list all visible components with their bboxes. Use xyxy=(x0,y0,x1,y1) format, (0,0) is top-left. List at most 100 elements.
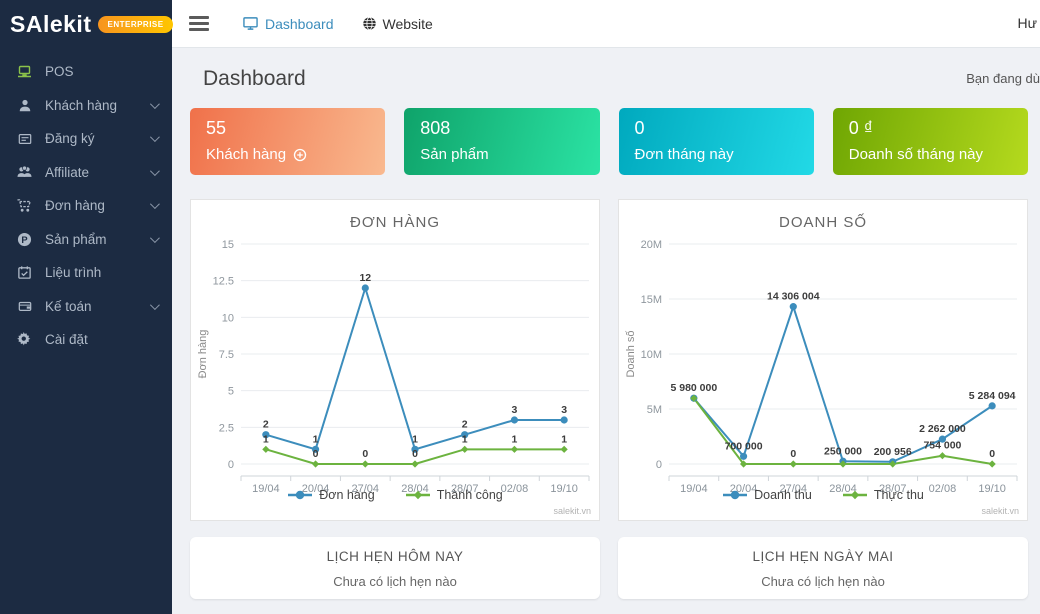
hamburger-icon[interactable] xyxy=(189,13,209,35)
chart-legend: Đơn hàng Thành công xyxy=(195,488,595,502)
svg-text:02/08: 02/08 xyxy=(501,483,529,492)
stat-label: Đơn tháng này xyxy=(634,146,734,163)
svg-text:02/08: 02/08 xyxy=(929,483,957,492)
svg-text:20/04: 20/04 xyxy=(730,483,758,492)
svg-text:15M: 15M xyxy=(641,294,662,306)
globe-icon xyxy=(362,16,377,31)
chevron-down-icon xyxy=(149,232,160,243)
svg-text:1: 1 xyxy=(412,433,418,445)
appointment-card: LỊCH HẸN HÔM NAY Chưa có lịch hẹn nào xyxy=(190,537,600,599)
chart-title: DOANH SỐ xyxy=(778,214,867,231)
svg-text:7.5: 7.5 xyxy=(219,349,234,361)
svg-text:19/04: 19/04 xyxy=(252,483,280,492)
legend-label: Đơn hàng xyxy=(319,488,375,502)
stat-card[interactable]: 0 ₫ Doanh số tháng này xyxy=(832,108,1028,175)
registration-icon xyxy=(15,130,34,147)
sidebar-item-product[interactable]: P Sản phẩm xyxy=(0,223,172,257)
appointment-title: LỊCH HẸN HÔM NAY xyxy=(326,549,464,564)
svg-text:2 262 000: 2 262 000 xyxy=(919,423,966,435)
sidebar-item-label: Cài đặt xyxy=(45,332,88,348)
svg-text:1: 1 xyxy=(462,433,468,445)
stat-value: 0 ₫ xyxy=(848,118,873,138)
sidebar-item-label: Đơn hàng xyxy=(45,198,105,214)
product-icon: P xyxy=(15,231,34,248)
stat-card[interactable]: 0 Đơn tháng này xyxy=(618,108,814,175)
appointments-row: LỊCH HẸN HÔM NAY Chưa có lịch hẹn nào LỊC… xyxy=(190,537,1028,599)
sidebar-item-user[interactable]: Khách hàng xyxy=(0,89,172,123)
brand-logo[interactable]: SAlekit ENTERPRISE xyxy=(0,0,173,48)
svg-text:0: 0 xyxy=(412,448,418,460)
stat-cards-row: 55 Khách hàng 808 Sản phẩm 0 Đơn tháng này… xyxy=(190,108,1028,175)
svg-text:20/04: 20/04 xyxy=(302,483,330,492)
stat-value: 0 xyxy=(634,118,645,138)
nav-link-label: Dashboard xyxy=(265,15,334,32)
affiliate-icon xyxy=(15,164,34,181)
svg-text:28/04: 28/04 xyxy=(829,483,857,492)
sidebar-item-registration[interactable]: Đăng ký xyxy=(0,122,172,156)
svg-text:1: 1 xyxy=(512,433,518,445)
svg-text:27/04: 27/04 xyxy=(780,483,808,492)
svg-text:1: 1 xyxy=(313,433,319,445)
stat-label: Khách hàng xyxy=(206,146,287,163)
svg-text:250 000: 250 000 xyxy=(824,445,862,457)
page-title: Dashboard xyxy=(203,66,306,90)
nav-link-label: Website xyxy=(382,15,433,32)
stat-card[interactable]: 808 Sản phẩm xyxy=(404,108,600,175)
charts-row: ĐƠN HÀNG 0 2.5 5 7.5 10 12.5 15 Đơn hàng 19/04 20/… xyxy=(190,199,1028,521)
nav-links: Dashboard Website xyxy=(209,16,433,32)
enterprise-badge: ENTERPRISE xyxy=(98,15,173,33)
stat-card[interactable]: 55 Khách hàng xyxy=(190,108,386,175)
nav-link-dashboard[interactable]: Dashboard xyxy=(242,16,334,32)
svg-text:27/04: 27/04 xyxy=(352,483,380,492)
svg-text:19/10: 19/10 xyxy=(978,483,1006,492)
svg-text:0: 0 xyxy=(313,448,319,460)
svg-text:10: 10 xyxy=(222,312,234,324)
nav-link-website[interactable]: Website xyxy=(362,16,433,32)
sidebar-item-wallet[interactable]: Kế toán xyxy=(0,290,172,324)
stat-value: 808 xyxy=(420,118,451,138)
sidebar-item-label: Liệu trình xyxy=(45,265,102,281)
svg-text:28/07: 28/07 xyxy=(451,483,479,492)
svg-text:2: 2 xyxy=(462,419,468,431)
legend-item: Doanh thu xyxy=(722,488,812,502)
cart-icon xyxy=(15,197,34,214)
stat-label: Doanh số tháng này xyxy=(848,146,984,163)
stat-label: Sản phẩm xyxy=(420,146,489,163)
sidebar-item-pos[interactable]: POS xyxy=(0,55,172,89)
sidebar-item-label: Đăng ký xyxy=(45,131,95,147)
svg-text:P: P xyxy=(21,235,27,245)
svg-text:0: 0 xyxy=(362,448,368,460)
user-menu[interactable]: Hư xyxy=(1017,15,1037,31)
line-chart: 0 5M 10M 15M 20M Doanh số 19/04 20/04 27/04 28/04… xyxy=(625,239,1018,492)
svg-text:3: 3 xyxy=(561,404,567,416)
svg-text:20M: 20M xyxy=(641,239,662,251)
svg-text:5 980 000: 5 980 000 xyxy=(670,382,717,394)
svg-text:1: 1 xyxy=(561,433,567,445)
svg-text:15: 15 xyxy=(222,239,234,251)
svg-text:0: 0 xyxy=(790,448,796,460)
legend-marker-icon xyxy=(287,490,313,500)
legend-label: Thành công xyxy=(436,488,503,502)
sidebar-item-label: POS xyxy=(45,64,74,80)
main-content: Dashboard Bạn đang dù 55 Khách hàng 808 S… xyxy=(172,49,1040,614)
svg-text:0: 0 xyxy=(228,459,234,471)
monitor-icon xyxy=(242,16,259,31)
chart-card: ĐƠN HÀNG 0 2.5 5 7.5 10 12.5 15 Đơn hàng 19/04 20/… xyxy=(190,199,600,521)
appointment-card: LỊCH HẸN NGÀY MAI Chưa có lịch hẹn nào xyxy=(618,537,1028,599)
svg-text:10M: 10M xyxy=(641,349,662,361)
plus-circle-icon[interactable] xyxy=(293,148,307,162)
chart-legend: Doanh thu Thực thu xyxy=(623,488,1023,502)
svg-text:0: 0 xyxy=(656,459,662,471)
sidebar-item-affiliate[interactable]: Affiliate xyxy=(0,156,172,190)
sidebar-item-calendar[interactable]: Liệu trình xyxy=(0,256,172,290)
sidebar-item-label: Kế toán xyxy=(45,298,92,314)
page-header: Dashboard Bạn đang dù xyxy=(172,49,1040,108)
sidebar-item-gear[interactable]: Cài đặt xyxy=(0,323,172,357)
sidebar-item-cart[interactable]: Đơn hàng xyxy=(0,189,172,223)
svg-text:19/04: 19/04 xyxy=(680,483,708,492)
legend-label: Doanh thu xyxy=(754,488,812,502)
legend-marker-icon xyxy=(405,490,431,500)
usage-note: Bạn đang dù xyxy=(966,71,1040,86)
chart-title: ĐƠN HÀNG xyxy=(349,214,441,231)
sidebar-item-label: Affiliate xyxy=(45,164,90,180)
